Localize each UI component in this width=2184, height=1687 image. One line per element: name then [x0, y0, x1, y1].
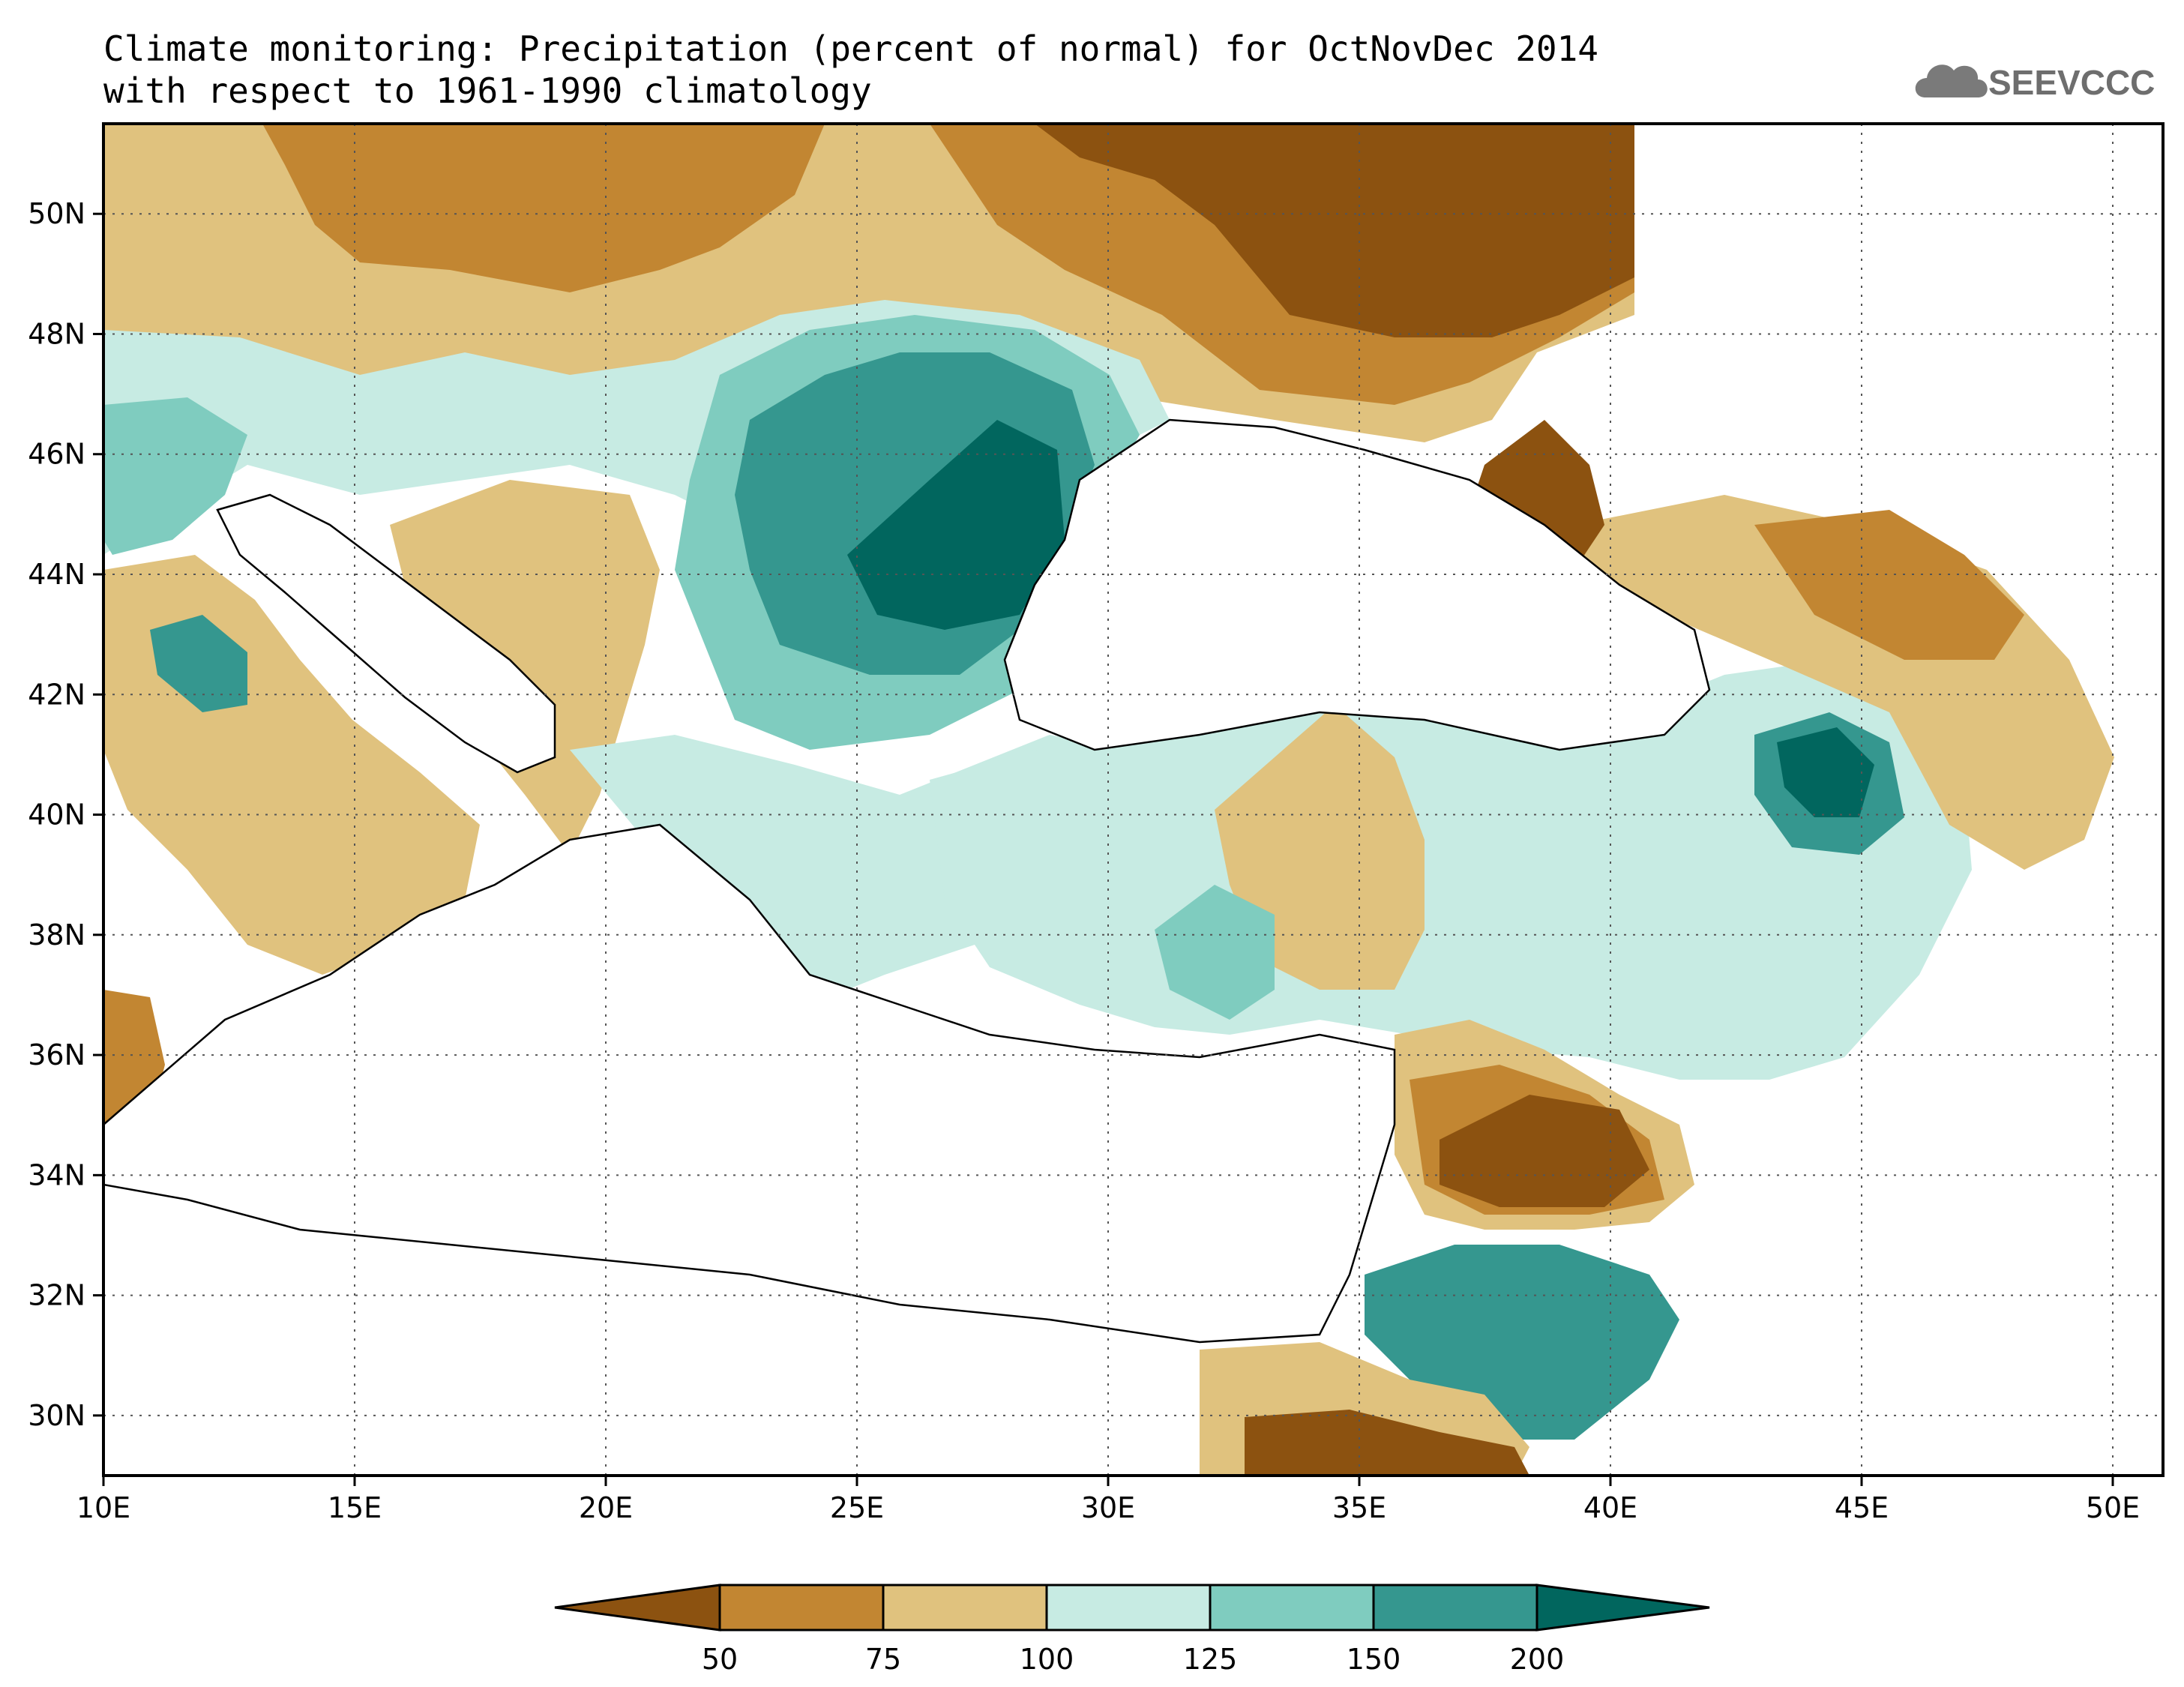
- lat-tick-label: 32N: [28, 1279, 85, 1312]
- lon-tick-label: 50E: [2086, 1491, 2140, 1524]
- field-caucasus-dry: [1754, 510, 2024, 660]
- lat-tick-label: 40N: [28, 799, 85, 832]
- colorbar-label: 200: [1510, 1643, 1565, 1676]
- mediterranean-sea: [102, 823, 1396, 1344]
- field-north-italy: [103, 397, 247, 555]
- lat-tick-label: 30N: [28, 1399, 85, 1432]
- lat-tick-label: 38N: [28, 918, 85, 951]
- lon-tick-label: 30E: [1081, 1491, 1135, 1524]
- lat-tick-label: 34N: [28, 1158, 85, 1191]
- lon-tick-label: 15E: [328, 1491, 382, 1524]
- lat-tick-label: 44N: [28, 558, 85, 591]
- colorbar: 50 75 100 125 150 200: [554, 1584, 1710, 1676]
- colorbar-label: 50: [702, 1643, 738, 1676]
- colorbar-bin: [1372, 1584, 1538, 1632]
- lon-tick-label: 10E: [76, 1491, 130, 1524]
- lon-tick-label: 45E: [1835, 1491, 1889, 1524]
- colorbar-bin: [1209, 1584, 1375, 1632]
- gridlines: [103, 124, 2163, 1476]
- lat-tick-label: 46N: [28, 438, 85, 471]
- lon-tick-label: 40E: [1583, 1491, 1637, 1524]
- colorbar-label: 150: [1347, 1643, 1401, 1676]
- colorbar-min-arrow: [554, 1584, 721, 1632]
- field-turkey-extreme-east: [1777, 727, 1874, 817]
- latitude-ticks: 30N 32N 34N 36N 38N 40N 42N 44N 46N 48N 50N: [28, 197, 103, 1432]
- colorbar-max-arrow: [1535, 1584, 1710, 1632]
- lon-tick-label: 35E: [1332, 1491, 1386, 1524]
- lon-tick-label: 25E: [830, 1491, 884, 1524]
- colorbar-bin: [718, 1584, 885, 1632]
- field-extremewet-romania: [847, 420, 1065, 630]
- longitude-ticks: 10E 15E 20E 25E 30E 35E 40E 45E 50E: [76, 1476, 2140, 1524]
- lat-tick-label: 36N: [28, 1038, 85, 1071]
- lon-tick-label: 20E: [579, 1491, 633, 1524]
- field-italy-wet: [150, 615, 247, 712]
- field-verydry-ukraine: [1035, 124, 1634, 337]
- colorbar-bin: [1045, 1584, 1212, 1632]
- seevccc-logo: SEEVCCC: [1915, 63, 2155, 102]
- colorbar-label: 100: [1020, 1643, 1074, 1676]
- precipitation-field: [103, 124, 2114, 1476]
- colorbar-label: 75: [865, 1643, 901, 1676]
- title-line-1: Climate monitoring: Precipitation (perce…: [103, 28, 1598, 69]
- adriatic-sea: [216, 493, 556, 774]
- sea-areas: [102, 418, 1711, 1344]
- plot-frame: [102, 122, 2165, 1477]
- colorbar-bin: [882, 1584, 1048, 1632]
- logo-text: SEEVCCC: [1988, 63, 2155, 102]
- black-sea: [1003, 418, 1711, 751]
- field-levant-verydry: [1440, 1095, 1649, 1207]
- colorbar-label: 125: [1183, 1643, 1238, 1676]
- field-sinai-dry: [1245, 1410, 1529, 1476]
- lat-tick-label: 48N: [28, 317, 85, 350]
- field-turkey-wet-central: [1155, 885, 1275, 1020]
- lat-tick-label: 50N: [28, 197, 85, 230]
- lat-tick-label: 42N: [28, 678, 85, 711]
- title-line-2: with respect to 1961-1990 climatology: [103, 70, 872, 111]
- field-dry-central-europe: [262, 124, 825, 292]
